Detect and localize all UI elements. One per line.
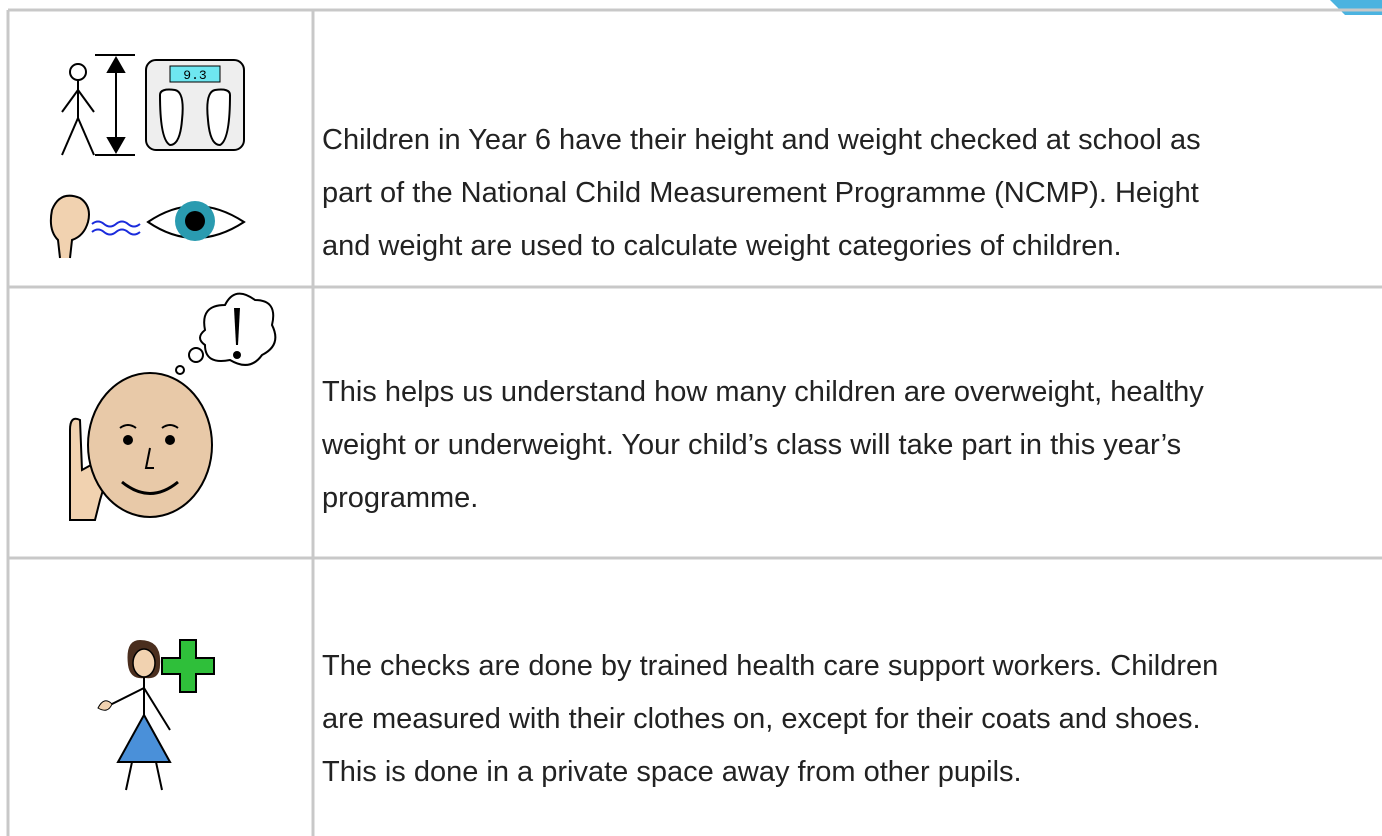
row-text: The checks are done by trained health ca…: [322, 640, 1218, 799]
text-line: programme.: [322, 472, 1204, 525]
text-line: The checks are done by trained health ca…: [322, 640, 1218, 693]
height-icon: [62, 55, 135, 155]
text-line: weight or underweight. Your child’s clas…: [322, 419, 1204, 472]
text-line: part of the National Child Measurement P…: [322, 167, 1201, 220]
scale-icon: 9.3: [146, 60, 244, 150]
row-text: This helps us understand how many childr…: [322, 366, 1204, 525]
ear-eye-icon: [51, 196, 244, 258]
text-line: This is done in a private space away fro…: [322, 746, 1218, 799]
corner-tab: [1330, 0, 1382, 15]
page: 9.3 Children in Year 6 have their height…: [0, 0, 1382, 836]
text-line: Children in Year 6 have their height and…: [322, 114, 1201, 167]
thinking-icon: [70, 294, 275, 520]
text-line: are measured with their clothes on, exce…: [322, 693, 1218, 746]
text-line: and weight are used to calculate weight …: [322, 220, 1201, 273]
scale-display: 9.3: [183, 68, 206, 83]
health-worker-icon: [98, 640, 214, 790]
text-line: This helps us understand how many childr…: [322, 366, 1204, 419]
row-text: Children in Year 6 have their height and…: [322, 114, 1201, 273]
